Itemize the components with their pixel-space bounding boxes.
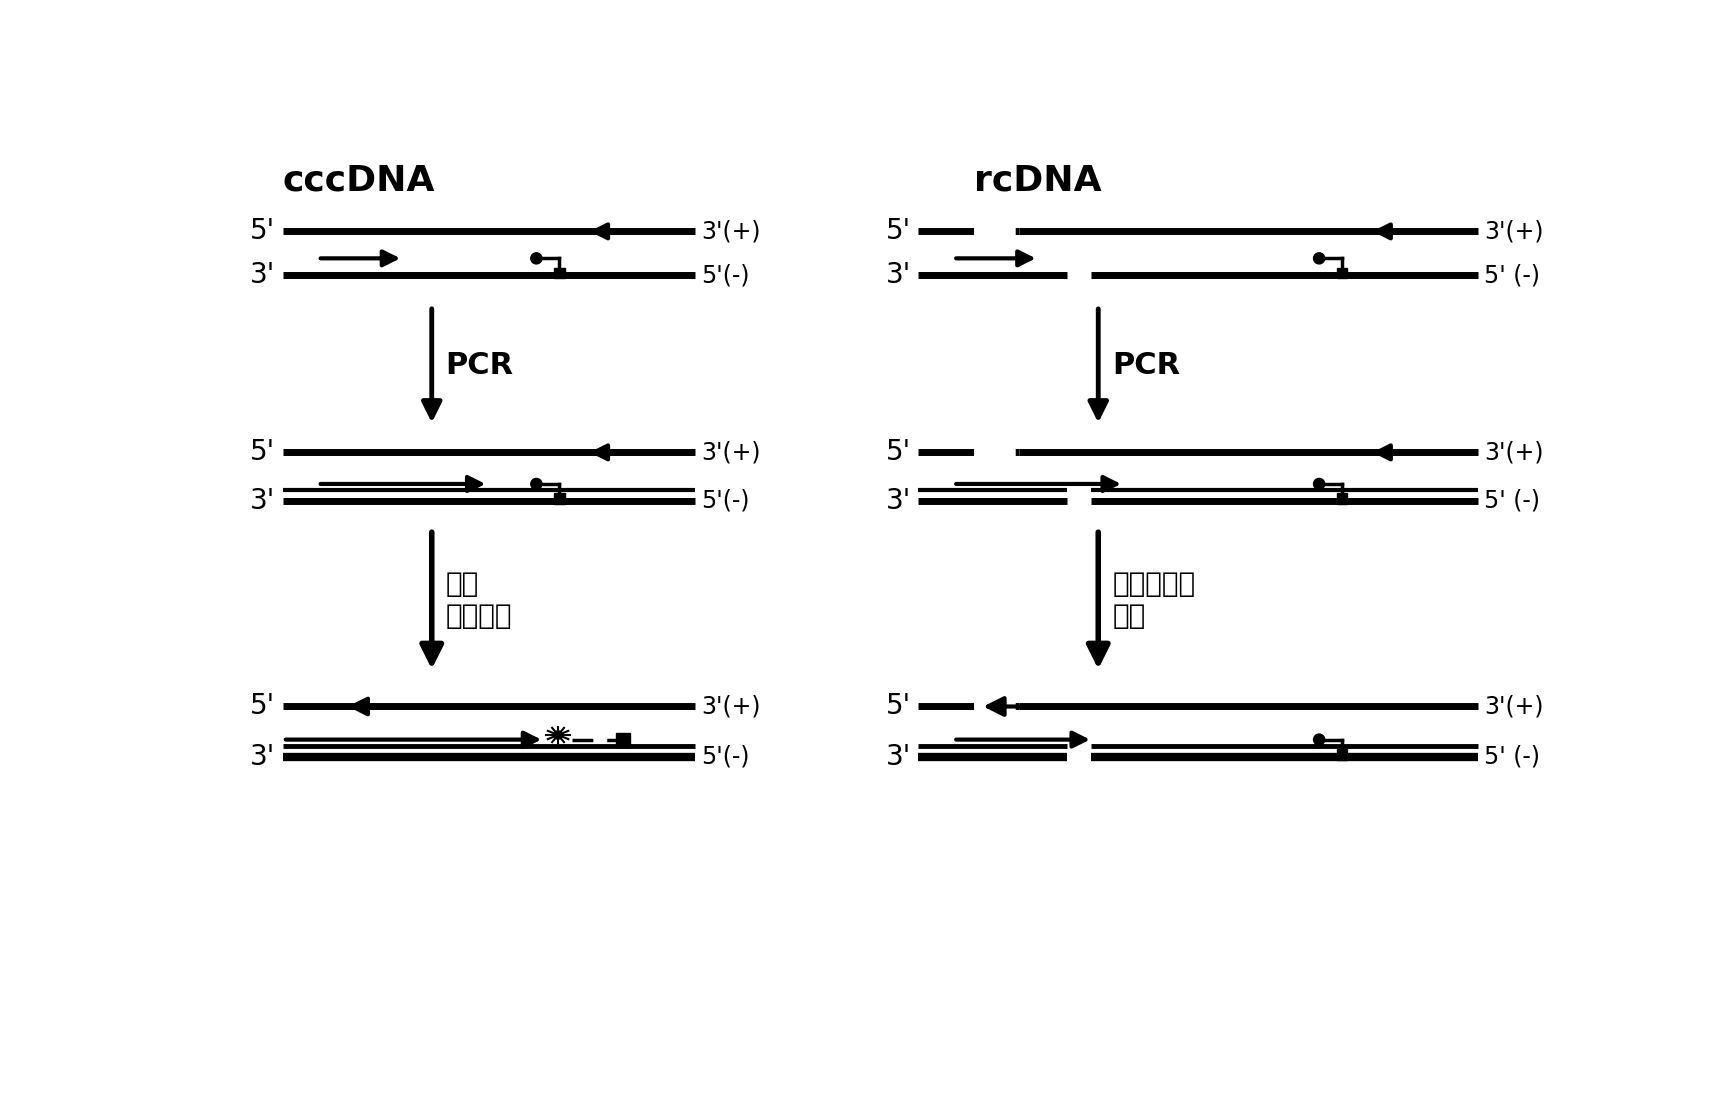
Text: 5' (-): 5' (-) [1484, 745, 1541, 768]
Text: 3'(+): 3'(+) [1484, 694, 1544, 718]
Text: 产生
荧光信号: 产生 荧光信号 [445, 570, 512, 630]
Circle shape [1314, 734, 1325, 745]
Text: 5': 5' [885, 693, 911, 721]
Circle shape [531, 478, 541, 489]
Text: 5': 5' [885, 438, 911, 466]
Text: PCR: PCR [445, 351, 514, 380]
Bar [1337, 268, 1347, 278]
Circle shape [1314, 478, 1325, 489]
Text: 3'(+): 3'(+) [701, 441, 761, 465]
Bar [553, 494, 565, 504]
Text: 5'(-): 5'(-) [701, 489, 751, 513]
Text: 3'(+): 3'(+) [701, 694, 761, 718]
Text: 5'(-): 5'(-) [701, 745, 751, 768]
Text: 3'(+): 3'(+) [1484, 441, 1544, 465]
Circle shape [1314, 252, 1325, 263]
Text: 3': 3' [249, 487, 275, 515]
Text: 5' (-): 5' (-) [1484, 489, 1541, 513]
Text: rcDNA: rcDNA [974, 164, 1101, 198]
Text: 5': 5' [251, 693, 275, 721]
Text: 无荧光信号
产生: 无荧光信号 产生 [1112, 570, 1196, 630]
Bar [1337, 749, 1347, 759]
Text: 3'(+): 3'(+) [1484, 219, 1544, 244]
Text: 3'(+): 3'(+) [701, 219, 761, 244]
Text: 3': 3' [885, 743, 911, 770]
Text: 5'(-): 5'(-) [701, 263, 751, 288]
Text: 5': 5' [251, 217, 275, 246]
Text: 5': 5' [885, 217, 911, 246]
Text: 5' (-): 5' (-) [1484, 263, 1541, 288]
Text: cccDNA: cccDNA [283, 164, 435, 198]
Bar [617, 733, 631, 746]
Text: PCR: PCR [1112, 351, 1180, 380]
Text: 5': 5' [251, 438, 275, 466]
Text: 3': 3' [249, 261, 275, 289]
Circle shape [531, 252, 541, 263]
Text: 3': 3' [249, 743, 275, 770]
Text: 3': 3' [885, 261, 911, 289]
Circle shape [553, 731, 562, 739]
Bar [1337, 494, 1347, 504]
Bar [553, 268, 565, 278]
Text: 3': 3' [885, 487, 911, 515]
